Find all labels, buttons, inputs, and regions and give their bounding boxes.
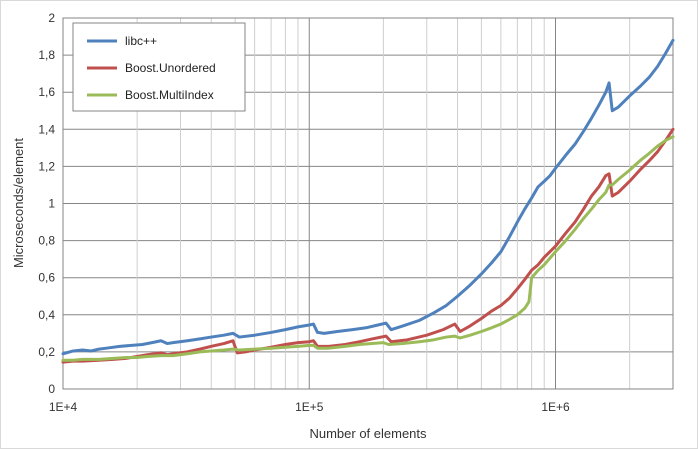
y-tick-label: 1,6 — [38, 85, 55, 99]
y-tick-label: 0,6 — [38, 271, 55, 285]
y-tick-label: 0,4 — [38, 308, 55, 322]
legend-label: Boost.MultiIndex — [125, 88, 214, 102]
series-line — [61, 127, 675, 364]
y-tick-label: 0 — [48, 382, 55, 396]
x-axis-tick-labels: 1E+4 1E+5 1E+6 — [49, 400, 570, 414]
y-tick-label: 1 — [48, 197, 55, 211]
y-tick-label: 2 — [48, 11, 55, 25]
y-tick-label: 0,8 — [38, 234, 55, 248]
y-axis-tick-labels: 0 0,2 0,4 0,6 0,8 1 1,2 1,4 1,6 1,8 2 — [38, 11, 55, 396]
x-tick-label: 1E+4 — [49, 400, 78, 414]
series-line — [61, 135, 675, 362]
series-line — [61, 38, 675, 356]
y-tick-label: 1,8 — [38, 48, 55, 62]
legend: libc++ Boost.Unordered Boost.MultiIndex — [72, 22, 246, 112]
x-tick-label: 1E+5 — [295, 400, 324, 414]
x-axis-title: Number of elements — [309, 426, 427, 441]
y-tick-label: 1,2 — [38, 159, 55, 173]
y-axis-title: Microseconds/element — [11, 138, 26, 268]
series-lines — [61, 38, 675, 364]
plot-area — [62, 17, 674, 390]
y-tick-label: 0,2 — [38, 345, 55, 359]
x-tick-label: 1E+6 — [541, 400, 570, 414]
legend-label: Boost.Unordered — [125, 61, 216, 75]
y-tick-label: 1,4 — [38, 122, 55, 136]
legend-label: libc++ — [125, 34, 157, 48]
